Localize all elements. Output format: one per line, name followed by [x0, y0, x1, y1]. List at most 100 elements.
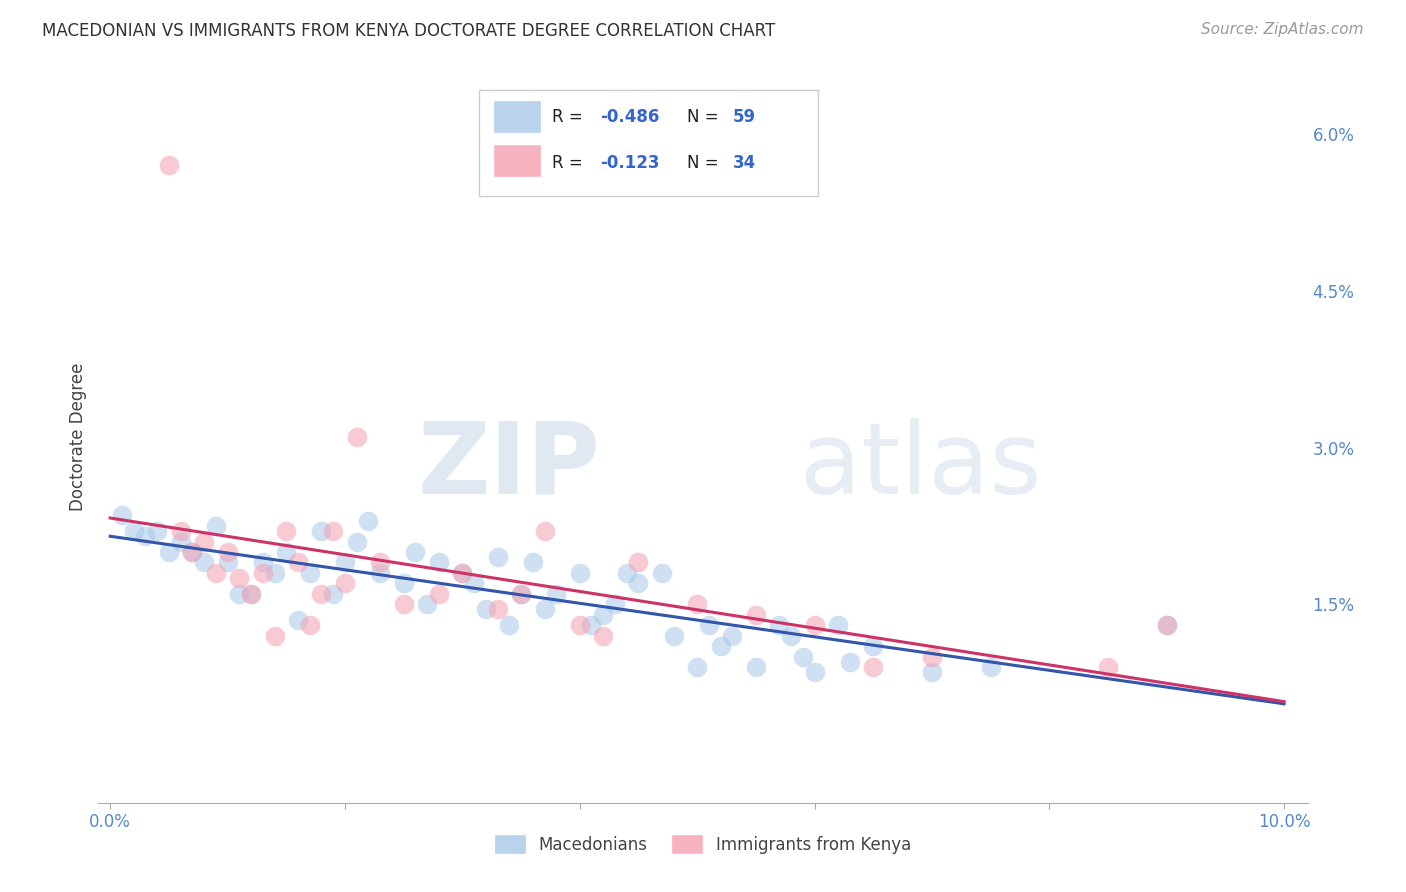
Point — [169, 534, 191, 549]
Text: ZIP: ZIP — [418, 417, 600, 515]
Point — [921, 649, 943, 664]
Text: 34: 34 — [734, 153, 756, 172]
Point — [322, 524, 344, 538]
Text: 59: 59 — [734, 109, 756, 127]
Text: atlas: atlas — [800, 417, 1042, 515]
Point — [276, 524, 298, 538]
Legend: Macedonians, Immigrants from Kenya: Macedonians, Immigrants from Kenya — [488, 829, 918, 860]
Point — [486, 550, 509, 565]
Point — [803, 665, 825, 680]
Point — [627, 556, 650, 570]
Point — [217, 556, 239, 570]
Point — [862, 660, 884, 674]
Point — [311, 524, 333, 538]
Point — [533, 602, 555, 616]
Point — [193, 534, 215, 549]
Point — [745, 660, 768, 674]
Point — [475, 602, 498, 616]
Point — [522, 556, 544, 570]
Point — [510, 587, 533, 601]
Point — [298, 566, 321, 580]
Point — [697, 618, 720, 632]
Point — [651, 566, 673, 580]
Text: -0.123: -0.123 — [600, 153, 659, 172]
Point — [287, 613, 309, 627]
Point — [157, 545, 180, 559]
Point — [451, 566, 474, 580]
Text: -0.486: -0.486 — [600, 109, 659, 127]
Point — [157, 158, 180, 172]
Point — [181, 545, 204, 559]
Point — [1156, 618, 1178, 632]
Point — [252, 566, 274, 580]
Point — [921, 665, 943, 680]
FancyBboxPatch shape — [494, 145, 540, 176]
Point — [627, 576, 650, 591]
Point — [298, 618, 321, 632]
Point — [780, 629, 803, 643]
Point — [193, 556, 215, 570]
Point — [252, 556, 274, 570]
Point — [181, 545, 204, 559]
Point — [368, 556, 391, 570]
Point — [311, 587, 333, 601]
Point — [768, 618, 790, 632]
Point — [486, 602, 509, 616]
Point — [228, 587, 250, 601]
Point — [451, 566, 474, 580]
Point — [333, 556, 356, 570]
Point — [134, 529, 156, 543]
Point — [686, 597, 709, 611]
Point — [263, 566, 285, 580]
Point — [346, 534, 368, 549]
Point — [498, 618, 520, 632]
Point — [510, 587, 533, 601]
Point — [616, 566, 638, 580]
Point — [463, 576, 485, 591]
Point — [581, 618, 603, 632]
Point — [1156, 618, 1178, 632]
Point — [204, 519, 226, 533]
Point — [368, 566, 391, 580]
Text: R =: R = — [551, 153, 593, 172]
Y-axis label: Doctorate Degree: Doctorate Degree — [69, 363, 87, 511]
FancyBboxPatch shape — [494, 102, 540, 132]
Point — [228, 571, 250, 585]
Point — [392, 597, 415, 611]
Point — [111, 508, 134, 523]
Point — [276, 545, 298, 559]
Text: R =: R = — [551, 109, 588, 127]
Point — [792, 649, 814, 664]
Point — [721, 629, 744, 643]
Point — [287, 556, 309, 570]
Text: Source: ZipAtlas.com: Source: ZipAtlas.com — [1201, 22, 1364, 37]
Point — [240, 587, 263, 601]
Point — [568, 618, 591, 632]
Text: N =: N = — [688, 109, 724, 127]
Point — [404, 545, 426, 559]
Point — [568, 566, 591, 580]
Point — [862, 639, 884, 653]
Point — [427, 587, 450, 601]
Point — [827, 618, 849, 632]
Point — [662, 629, 685, 643]
Point — [980, 660, 1002, 674]
Text: N =: N = — [688, 153, 724, 172]
Point — [346, 430, 368, 444]
Point — [603, 597, 626, 611]
Point — [533, 524, 555, 538]
Point — [838, 655, 860, 669]
Point — [546, 587, 568, 601]
Point — [169, 524, 191, 538]
Point — [146, 524, 169, 538]
Point — [592, 607, 614, 622]
Text: MACEDONIAN VS IMMIGRANTS FROM KENYA DOCTORATE DEGREE CORRELATION CHART: MACEDONIAN VS IMMIGRANTS FROM KENYA DOCT… — [42, 22, 776, 40]
Point — [745, 607, 768, 622]
Point — [803, 618, 825, 632]
Point — [263, 629, 285, 643]
Point — [333, 576, 356, 591]
Point — [710, 639, 733, 653]
Point — [217, 545, 239, 559]
Point — [322, 587, 344, 601]
Point — [204, 566, 226, 580]
